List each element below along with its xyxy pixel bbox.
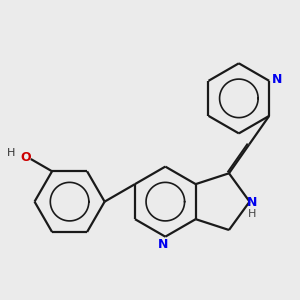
Text: N: N — [247, 196, 258, 209]
Text: H: H — [248, 209, 256, 219]
Text: O: O — [20, 151, 31, 164]
Text: H: H — [8, 148, 16, 158]
Text: N: N — [272, 73, 282, 85]
Text: N: N — [158, 238, 169, 251]
